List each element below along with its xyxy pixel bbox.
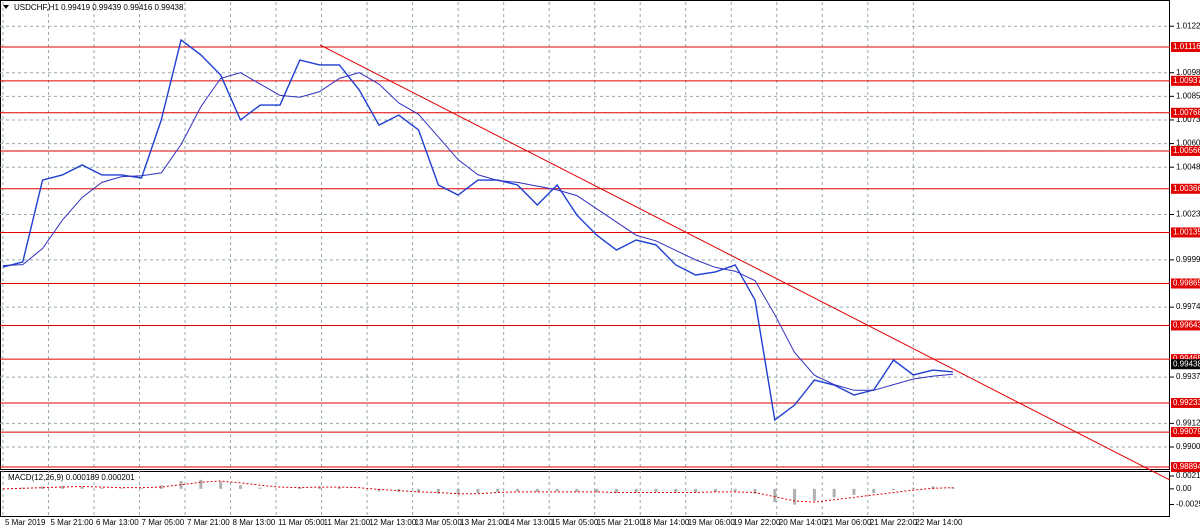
x-tick-label: 22 Mar 14:00 xyxy=(915,518,963,527)
x-tick-label: 11 Mar 05:00 xyxy=(278,518,325,527)
menu-arrow xyxy=(3,5,9,9)
level-label: 0.99865 xyxy=(1173,279,1200,288)
x-tick-label: 15 Mar 05:00 xyxy=(551,518,599,527)
y-tick-label: 0.002136 xyxy=(1176,471,1200,480)
macd-title: MACD(12,26,9) 0.000189 0.000201 xyxy=(8,473,135,482)
level-label-box xyxy=(1171,107,1200,118)
level-label-box xyxy=(1171,75,1200,86)
y-tick-label: 1.00730 xyxy=(1176,115,1200,124)
level-label-box xyxy=(1171,354,1200,365)
x-tick-label: 15 Mar 21:00 xyxy=(597,518,645,527)
x-tick-label: 20 Mar 14:00 xyxy=(779,518,827,527)
level-label-box xyxy=(1171,320,1200,331)
level-label-box xyxy=(1171,183,1200,194)
level-label-box xyxy=(1171,397,1200,408)
level-label: 1.00937 xyxy=(1173,76,1200,85)
level-label-box xyxy=(1171,41,1200,52)
price-label-box xyxy=(1171,359,1200,370)
x-tick-label: 8 Mar 13:00 xyxy=(233,518,276,527)
price-line xyxy=(2,38,953,422)
x-tick-label: 5 Mar 2019 xyxy=(5,518,46,527)
level-label: 1.00366 xyxy=(1173,184,1200,193)
x-tick-label: 12 Mar 13:00 xyxy=(369,518,417,527)
y-tick-label: 0.99125 xyxy=(1176,418,1200,427)
y-tick-label: 1.00980 xyxy=(1176,68,1200,77)
x-tick-label: 19 Mar 22:00 xyxy=(733,518,781,527)
level-label: 0.99079 xyxy=(1173,427,1200,436)
y-tick-label: 1.00605 xyxy=(1176,139,1200,148)
y-tick-label: 0.00 xyxy=(1176,484,1192,493)
level-label: 1.00768 xyxy=(1173,108,1200,117)
level-label-box xyxy=(1171,427,1200,438)
level-label: 0.99643 xyxy=(1173,321,1200,330)
macd-frame xyxy=(0,471,1170,517)
y-tick-label: 1.00480 xyxy=(1176,162,1200,171)
x-tick-label: 13 Mar 05:00 xyxy=(415,518,463,527)
level-label: 1.00135 xyxy=(1173,228,1200,237)
level-label-box xyxy=(1171,227,1200,238)
level-label: 1.01116 xyxy=(1173,42,1200,51)
x-tick-label: 19 Mar 06:00 xyxy=(688,518,736,527)
level-label: 0.98894 xyxy=(1173,462,1200,471)
y-tick-label: 0.99000 xyxy=(1176,442,1200,451)
level-label-box xyxy=(1171,145,1200,156)
chart-title: USDCHF,H1 0.99419 0.99439 0.99416 0.9943… xyxy=(14,3,184,12)
x-tick-label: 21 Mar 22:00 xyxy=(870,518,918,527)
price-line xyxy=(2,72,953,391)
x-tick-label: 18 Mar 14:00 xyxy=(642,518,690,527)
x-tick-label: 21 Mar 06:00 xyxy=(824,518,872,527)
level-label: 1.00566 xyxy=(1173,146,1200,155)
x-tick-label: 7 Mar 05:00 xyxy=(142,518,185,527)
price-frame xyxy=(0,0,1170,470)
y-tick-label: 1.00855 xyxy=(1176,91,1200,100)
x-tick-label: 13 Mar 21:00 xyxy=(460,518,508,527)
x-tick-label: 11 Mar 21:00 xyxy=(324,518,371,527)
x-tick-label: 14 Mar 13:00 xyxy=(506,518,554,527)
trendline xyxy=(319,44,1171,481)
price-label: 0.99438 xyxy=(1173,359,1200,368)
level-label-box xyxy=(1171,462,1200,473)
y-tick-label: 1.01226 xyxy=(1176,21,1200,30)
y-tick-label: -0.00259 xyxy=(1176,500,1200,509)
level-label-box xyxy=(1171,278,1200,289)
x-tick-label: 7 Mar 21:00 xyxy=(187,518,230,527)
level-label: 0.99233 xyxy=(1173,398,1200,407)
level-label: 0.99465 xyxy=(1173,354,1200,363)
x-tick-label: 6 Mar 13:00 xyxy=(96,518,139,527)
x-tick-label: 5 Mar 21:00 xyxy=(50,518,93,527)
signal-line xyxy=(2,480,953,503)
